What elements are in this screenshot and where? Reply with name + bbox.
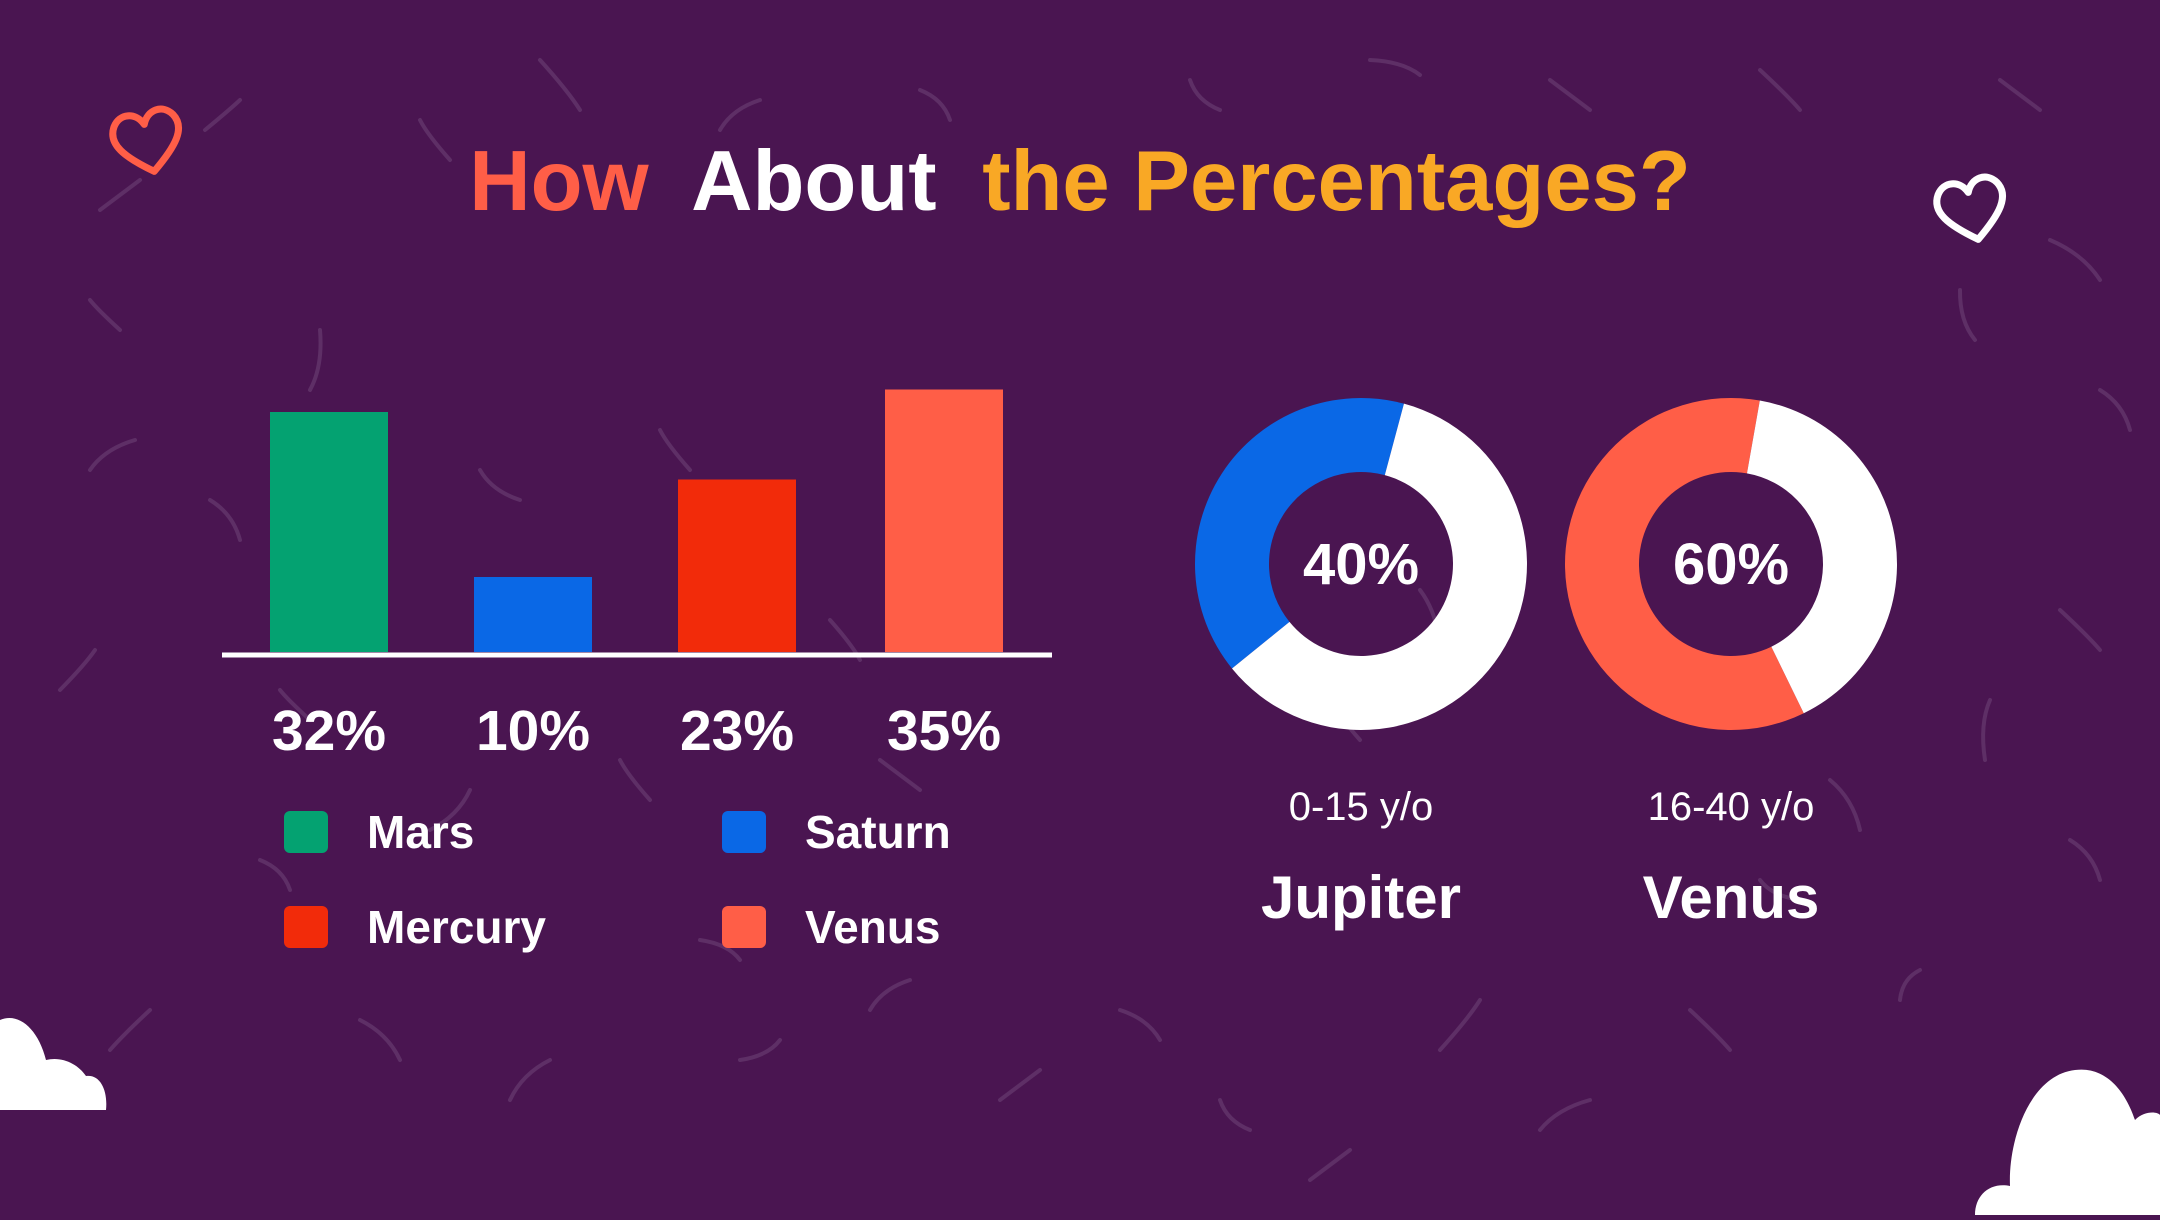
- legend-swatch-mars: [284, 811, 328, 853]
- legend-swatch-mercury: [284, 906, 328, 948]
- bar-series: [270, 389, 1003, 652]
- squiggle-decoration: [1218, 1098, 1252, 1132]
- donut-subtitle: 0-15 y/o: [1289, 785, 1434, 829]
- squiggle-decoration: [1758, 68, 1802, 112]
- legend-swatch-venus: [722, 906, 766, 948]
- heart-outline-icon: [109, 105, 183, 175]
- bar-mars: [270, 412, 388, 652]
- squiggle-decoration: [108, 1008, 152, 1052]
- squiggle-decoration: [2068, 838, 2102, 882]
- donut-name: Jupiter: [1261, 864, 1461, 931]
- donut-slice: [1746, 400, 1897, 714]
- title-part-how: How: [469, 134, 649, 229]
- squiggle-decoration: [203, 98, 242, 132]
- squiggle-decoration: [738, 1038, 782, 1062]
- squiggle-decoration: [828, 618, 862, 662]
- squiggle-decoration: [88, 438, 137, 472]
- donut-jupiter: 40% 0-15 y/o Jupiter: [1194, 397, 1527, 931]
- squiggle-decoration: [98, 178, 142, 212]
- donut-center-label: 40%: [1303, 532, 1419, 597]
- squiggle-decoration: [918, 88, 952, 122]
- legend-label-venus: Venus: [805, 901, 941, 953]
- squiggle-decoration: [698, 938, 742, 962]
- squiggle-decoration: [1308, 1148, 1352, 1182]
- bar-saturn: [474, 577, 592, 652]
- squiggle-decoration: [258, 858, 292, 892]
- squiggle-decoration: [1118, 1008, 1162, 1042]
- bar-value-label: 35%: [887, 699, 1001, 763]
- squiggle-decoration: [1758, 878, 1802, 902]
- squiggle-decoration: [478, 468, 522, 502]
- squiggle-decoration: [1688, 1008, 1732, 1052]
- squiggle-decoration: [1998, 78, 2042, 112]
- bar-mercury: [678, 479, 796, 652]
- cloud-icon: [0, 1017, 107, 1110]
- squiggle-decoration: [1828, 778, 1862, 832]
- bar-value-label: 10%: [476, 699, 590, 763]
- page-title: How About the Percentages?: [469, 134, 1691, 229]
- squiggle-decoration: [2048, 238, 2102, 282]
- squiggle-decoration: [88, 298, 122, 332]
- squiggle-decoration: [878, 758, 922, 792]
- bar-value-label: 32%: [272, 699, 386, 763]
- squiggle-decoration: [1957, 288, 1977, 342]
- squiggle-decoration: [998, 1068, 1042, 1102]
- squiggle-decoration: [208, 498, 242, 542]
- squiggle-decoration: [1188, 78, 1222, 112]
- squiggle-decoration: [1898, 968, 1922, 1002]
- squiggle-decoration: [658, 428, 692, 472]
- legend-label-mars: Mars: [367, 806, 474, 858]
- squiggle-decoration: [1368, 58, 1422, 77]
- donut-subtitle: 16-40 y/o: [1648, 785, 1815, 829]
- squiggle-decoration: [278, 688, 312, 722]
- squiggle-decoration: [508, 1058, 552, 1102]
- squiggle-decoration: [1981, 698, 1992, 762]
- squiggle-decoration: [618, 758, 652, 802]
- donut-charts: 40% 0-15 y/o Jupiter 60% 16-40 y/o Venus: [1194, 397, 1897, 931]
- donut-slice: [1194, 397, 1404, 669]
- squiggle-decoration: [1538, 1098, 1592, 1132]
- bar-value-labels: 32% 10% 23% 35%: [272, 699, 1001, 763]
- donut-name: Venus: [1643, 864, 1820, 931]
- legend-swatch-saturn: [722, 811, 766, 853]
- squiggle-decoration: [2058, 608, 2102, 652]
- donut-slice: [1231, 403, 1527, 730]
- title-part-about: About: [691, 134, 936, 229]
- bar-value-label: 23%: [680, 699, 794, 763]
- squiggle-decoration: [1438, 998, 1482, 1052]
- squiggle-decoration: [308, 328, 323, 392]
- squiggle-decoration: [418, 118, 452, 162]
- donut-venus: 60% 16-40 y/o Venus: [1564, 398, 1897, 931]
- donut-slice: [1564, 398, 1804, 730]
- squiggle-decoration: [1548, 78, 1592, 112]
- bar-legend: Mars Saturn Mercury Venus: [284, 806, 951, 953]
- donut-center-label: 60%: [1673, 532, 1789, 597]
- legend-label-saturn: Saturn: [805, 806, 951, 858]
- squiggle-decoration: [538, 58, 582, 112]
- squiggle-decoration: [428, 788, 472, 832]
- background-squiggles: [58, 58, 2132, 1182]
- squiggle-decoration: [358, 1018, 402, 1062]
- squiggle-decoration: [718, 98, 762, 132]
- squiggle-decoration: [868, 978, 912, 1012]
- heart-outline-icon: [1933, 173, 2007, 243]
- cloud-icon: [1975, 1069, 2160, 1215]
- bar-venus: [885, 389, 1003, 652]
- squiggle-decoration: [58, 648, 97, 692]
- bar-chart: 32% 10% 23% 35% Mars Saturn Mercury Venus: [222, 389, 1052, 953]
- legend-label-mercury: Mercury: [367, 901, 546, 953]
- squiggle-decoration: [2098, 388, 2132, 432]
- title-part-percentages: the Percentages?: [982, 134, 1691, 229]
